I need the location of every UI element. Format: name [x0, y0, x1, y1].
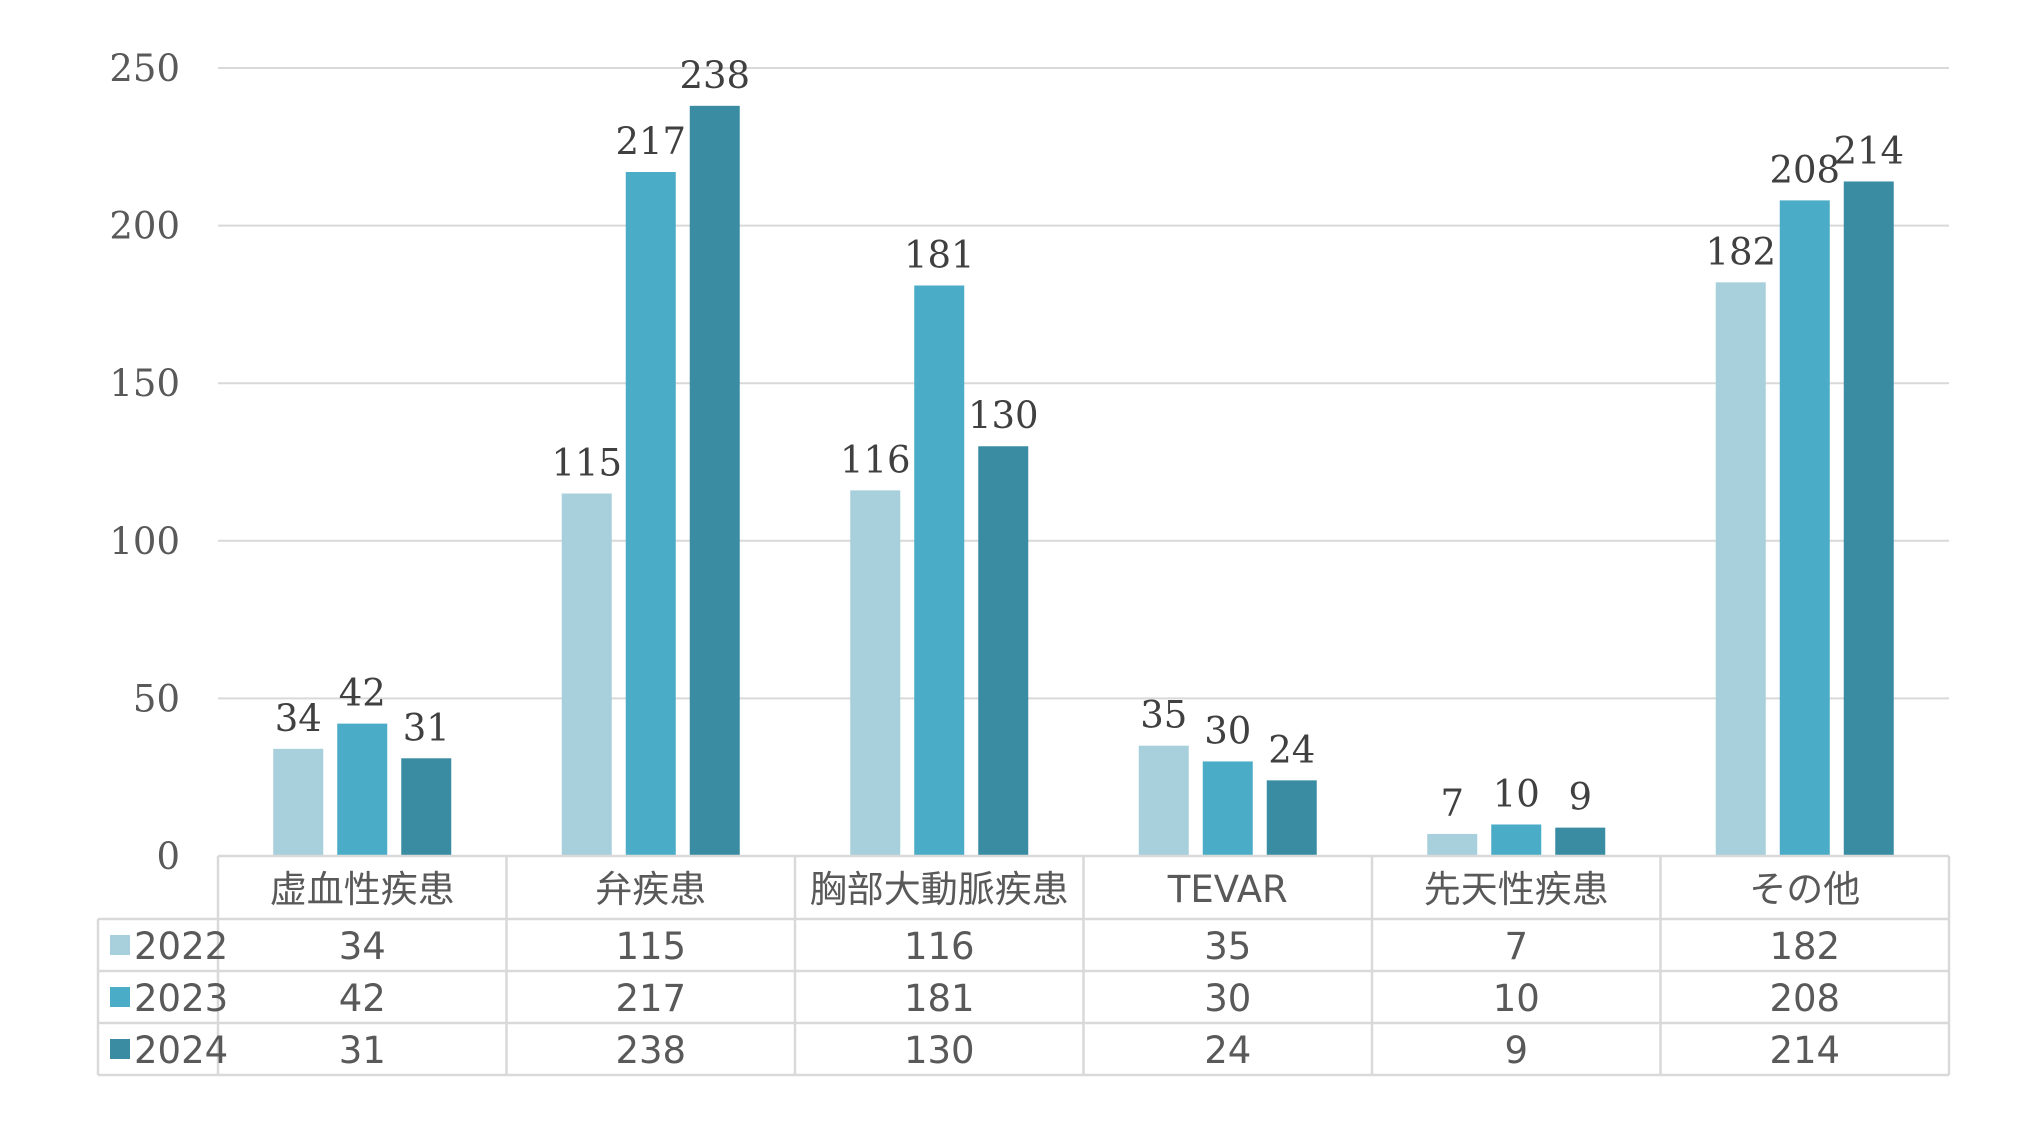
data-label: 238 [679, 54, 750, 97]
data-label: 214 [1833, 129, 1904, 172]
gridlines [218, 67, 1949, 700]
data-label: 42 [339, 672, 386, 715]
bar-2023-5 [1779, 200, 1830, 856]
table-cell: 130 [904, 1029, 975, 1072]
data-label: 31 [403, 706, 450, 749]
data-label: 116 [840, 438, 911, 481]
legend-label: 2024 [134, 1029, 228, 1072]
bars [273, 105, 1894, 857]
data-label: 217 [615, 120, 686, 163]
bar-2023-0 [337, 723, 388, 856]
bar-2023-2 [914, 285, 965, 856]
data-labels: 34 42 31 115 217 238 116 181 130 35 30 24 7 10 9 182 208… [275, 54, 1904, 825]
table-cell: 238 [615, 1029, 686, 1072]
legend-key-2024 [110, 1039, 130, 1059]
legend-key-2023 [110, 987, 130, 1007]
table-cell: 182 [1769, 925, 1840, 968]
bar-2024-4 [1555, 827, 1606, 856]
bar-2024-2 [978, 446, 1029, 856]
bar-2022-0 [273, 748, 324, 856]
category-label: 弁疾患 [595, 868, 706, 911]
data-label: 34 [275, 697, 322, 740]
table-cell: 115 [615, 925, 686, 968]
category-label: その他 [1749, 868, 1860, 911]
bar-2023-1 [625, 172, 676, 857]
bar-2022-4 [1427, 833, 1478, 856]
table-cell: 116 [904, 925, 975, 968]
y-tick-label: 200 [109, 205, 180, 248]
legend-label: 2022 [134, 925, 228, 968]
data-label: 24 [1268, 728, 1315, 771]
y-tick-label: 150 [109, 362, 180, 405]
category-label: 先天性疾患 [1424, 868, 1609, 911]
bar-2024-5 [1843, 181, 1894, 857]
category-label: 胸部大動脈疾患 [810, 868, 1069, 911]
table-cell: 214 [1769, 1029, 1840, 1072]
table-cell: 35 [1204, 925, 1251, 968]
y-tick-label: 100 [109, 520, 180, 563]
y-tick-label: 0 [156, 835, 180, 878]
y-tick-label: 250 [109, 47, 180, 90]
table-cell: 34 [339, 925, 386, 968]
data-label: 35 [1140, 694, 1187, 737]
y-axis-tick-labels: 0 50 100 150 200 250 [109, 47, 180, 878]
bar-2022-2 [850, 490, 901, 856]
legend-label: 2023 [134, 977, 228, 1020]
table-cell: 217 [615, 977, 686, 1020]
legend-key-2022 [110, 935, 130, 955]
data-label: 7 [1440, 782, 1464, 825]
table-cell: 208 [1769, 977, 1840, 1020]
category-label: 虚血性疾患 [270, 868, 455, 911]
data-label: 115 [551, 442, 622, 485]
data-label: 30 [1204, 709, 1251, 752]
table-cell: 181 [904, 977, 975, 1020]
data-label: 130 [968, 394, 1039, 437]
table-cell: 10 [1493, 977, 1540, 1020]
data-label: 182 [1705, 230, 1776, 273]
bar-2023-4 [1491, 824, 1542, 856]
table-cell: 42 [339, 977, 386, 1020]
data-label: 9 [1568, 776, 1592, 819]
bar-2023-3 [1202, 761, 1253, 856]
data-table: 虚血性疾患 弁疾患 胸部大動脈疾患 TEVAR 先天性疾患 その他 2022 34 115 116… [96, 854, 1951, 1077]
table-cell: 9 [1504, 1029, 1528, 1072]
table-cell: 24 [1204, 1029, 1251, 1072]
table-cell: 7 [1504, 925, 1528, 968]
bar-2024-0 [401, 758, 452, 856]
data-label: 181 [904, 233, 975, 276]
bar-2022-1 [561, 493, 612, 856]
y-tick-label: 50 [133, 677, 180, 720]
data-label: 10 [1493, 772, 1540, 815]
table-cell: 30 [1204, 977, 1251, 1020]
bar-2024-3 [1266, 780, 1317, 856]
bar-2024-1 [689, 105, 740, 857]
data-label: 208 [1769, 148, 1840, 191]
bar-2022-3 [1138, 745, 1189, 856]
bar-2022-5 [1715, 282, 1766, 856]
table-cell: 31 [339, 1029, 386, 1072]
category-label: TEVAR [1167, 868, 1288, 911]
